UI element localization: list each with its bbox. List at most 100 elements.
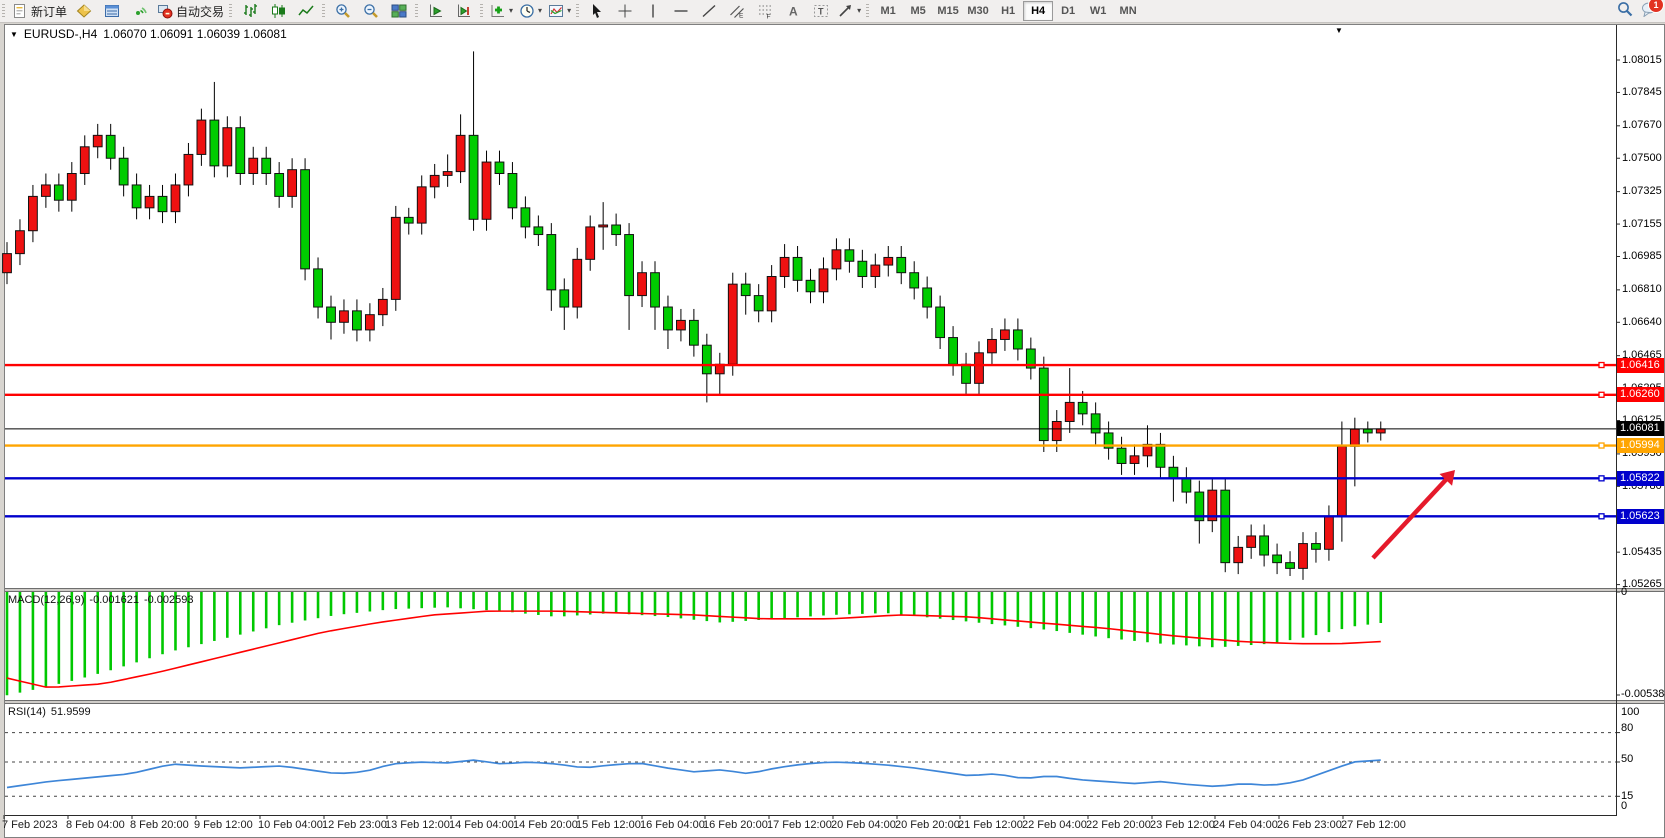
timeframe-m1-button[interactable]: M1 [880,5,896,17]
auto-scroll-button[interactable] [422,1,450,21]
search-icon[interactable] [1617,1,1633,22]
chart-title-quotes: 1.06070 1.06091 1.06039 1.06081 [103,27,287,41]
time-axis-tick: 8 Feb 20:00 [130,819,189,831]
signals-button[interactable] [126,1,154,21]
market-watch-icon [104,3,120,19]
equidistant-channel-button[interactable]: E [723,1,751,21]
chart-dropdown-icon[interactable]: ▼ [10,29,18,39]
toolbar-group-grip [322,3,326,19]
chevron-down-icon[interactable]: ▾ [567,6,572,15]
zoom-out-icon [363,3,379,19]
signals-icon [132,3,148,19]
candle-chart-button[interactable] [264,1,292,21]
chevron-down-icon[interactable]: ▾ [538,6,543,15]
price-line-label: 1.05822 [1617,470,1664,486]
pane-separator-macd[interactable] [5,588,1664,592]
price-axis-tick: 1.05435 [1622,545,1662,558]
new-order-icon [12,3,28,19]
fibonacci-button[interactable]: F [751,1,779,21]
horizontal-line-button[interactable] [667,1,695,21]
chevron-down-icon[interactable]: ▾ [509,6,514,15]
timeframe-mn-button[interactable]: MN [1119,5,1137,17]
line-chart-button[interactable] [292,1,320,21]
price-axis-tick: 1.07500 [1622,151,1662,164]
chevron-down-icon[interactable]: ▾ [857,6,862,15]
timeframe-h1-button[interactable]: H1 [1001,5,1016,17]
zoom-out-button[interactable] [357,1,385,21]
macd-signal-value: -0.002593 [143,594,194,606]
time-axis-tick: 20 Feb 20:00 [895,819,960,831]
time-axis-tick: 12 Feb 23:00 [322,819,387,831]
chart-end-icon [456,3,472,19]
templates-button[interactable]: ▾ [545,1,574,21]
indicators-icon [490,3,506,19]
timeframe-m30-button[interactable]: M30 [967,5,989,17]
timeframe-d1-button[interactable]: D1 [1061,5,1076,17]
bar-chart-button[interactable] [236,1,264,21]
text-button[interactable]: A [779,1,807,21]
time-axis-tick: 21 Feb 12:00 [958,819,1023,831]
channel-icon: E [729,3,745,19]
price-axis-tick: 1.07325 [1622,185,1662,198]
text-a-icon: A [785,3,801,19]
svg-text:F: F [767,14,771,20]
zoom-in-button[interactable] [329,1,357,21]
vline-icon [645,3,661,19]
autotrade-button[interactable]: 自动交易 [154,1,227,21]
charts-gold-button[interactable] [70,1,98,21]
periods-button[interactable]: ▾ [516,1,545,21]
macd-name: MACD(12,26,9) [8,594,85,606]
time-axis-tick: 10 Feb 04:00 [258,819,323,831]
cursor-button[interactable] [583,1,611,21]
crosshair-icon [617,3,633,19]
market-watch-button[interactable] [98,1,126,21]
price-axis-line [1616,25,1617,816]
trendline-icon [701,3,717,19]
timeframe-m15-button[interactable]: M15 [937,5,959,17]
time-axis-tick: 26 Feb 23:00 [1277,819,1342,831]
chart-shift-icon [428,3,444,19]
rsi-label: RSI(14) 51.9599 [8,706,91,718]
time-axis-tick: 16 Feb 04:00 [640,819,705,831]
trendline-button[interactable] [695,1,723,21]
vertical-line-button[interactable] [639,1,667,21]
arrows-button[interactable]: ▾ [835,1,864,21]
timeframe-m5-button[interactable]: M5 [910,5,926,17]
chart-shift-end-button[interactable] [450,1,478,21]
price-line-label: 1.06260 [1617,387,1664,403]
time-axis-tick: 22 Feb 04:00 [1022,819,1087,831]
chart-title-row: ▼ EURUSD-,H4 1.06070 1.06091 1.06039 1.0… [10,27,287,41]
autotrade-label: 自动交易 [176,4,225,19]
time-axis-tick: 8 Feb 04:00 [66,819,125,831]
indicators-button[interactable]: ▾ [487,1,516,21]
time-axis-tick: 23 Feb 12:00 [1150,819,1215,831]
new-order-button[interactable]: 新订单 [9,1,70,21]
pane-separator-rsi[interactable] [5,700,1664,704]
rsi-level-80: 80 [1621,722,1634,734]
templates-icon [548,3,564,19]
notifications-button[interactable]: 1 [1641,0,1664,22]
timeframe-h4-button[interactable]: H4 [1023,1,1054,21]
timeframe-w1-button[interactable]: W1 [1089,5,1107,17]
macd-axis-max: 0 [1621,586,1628,598]
line-icon [298,3,314,19]
tile-windows-button[interactable] [385,1,413,21]
notification-badge: 1 [1648,0,1664,13]
price-line-label: 1.06416 [1617,357,1664,373]
price-axis-tick: 1.06985 [1622,249,1662,262]
autotrade-icon [157,3,173,19]
price-axis-tick: 1.06810 [1622,283,1662,296]
periods-icon [519,3,535,19]
tile-windows-icon [391,3,407,19]
price-axis-tick: 1.07670 [1622,119,1662,132]
time-axis-tick: 17 Feb 12:00 [767,819,832,831]
price-line-label: 1.05623 [1617,508,1664,524]
time-axis-tick: 9 Feb 12:00 [194,819,253,831]
crosshair-button[interactable] [611,1,639,21]
text-label-button[interactable]: T [807,1,835,21]
zoom-in-icon [335,3,351,19]
rsi-level-0: 0 [1621,800,1628,812]
rsi-level-15: 15 [1621,790,1634,802]
chart-corner-marker[interactable]: ▼ [1335,26,1343,35]
